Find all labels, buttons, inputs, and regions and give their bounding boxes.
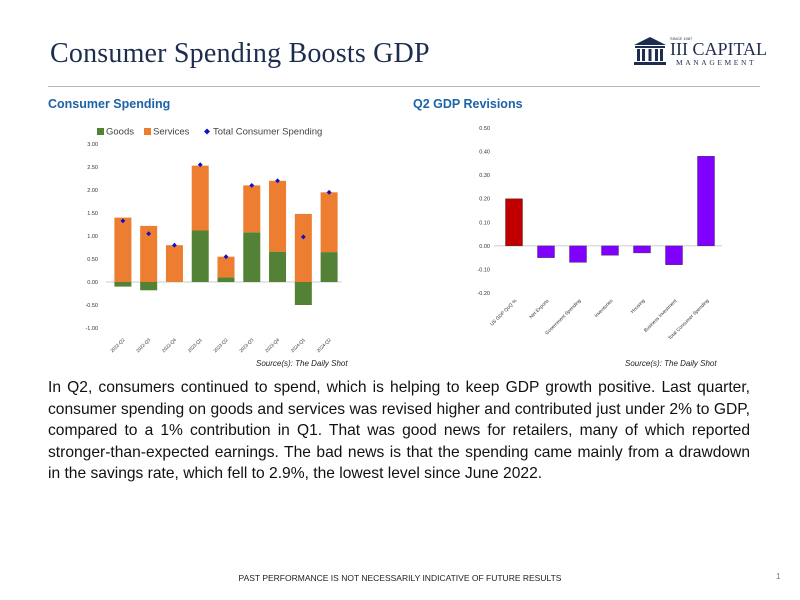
legend-label: Services <box>153 127 190 138</box>
y-tick-label: -0.20 <box>477 291 490 297</box>
revision-bar <box>665 245 683 265</box>
y-tick-label: 0.50 <box>479 126 490 132</box>
services-bar <box>191 165 209 231</box>
total-spending-marker <box>300 234 306 240</box>
building-columns-icon <box>634 37 666 65</box>
services-bar <box>114 217 132 282</box>
revision-bar <box>697 156 715 247</box>
y-tick-label: -0.50 <box>85 303 98 309</box>
right-chart-heading: Q2 GDP Revisions <box>413 97 523 111</box>
services-bar <box>294 213 312 282</box>
legend-label: Goods <box>106 127 134 138</box>
left-chart-heading: Consumer Spending <box>48 97 171 111</box>
x-tick-label: 2023-Q4 <box>264 337 280 353</box>
total-spending-marker <box>223 254 229 260</box>
services-bar <box>243 185 261 233</box>
x-tick-label: 2023-Q2 <box>213 337 229 353</box>
y-tick-label: -1.00 <box>85 326 98 332</box>
consumer-spending-chart: 3.00 2.50 2.00 1.50 1.00 0.50 0.00 -0.50 -1.00 20… <box>85 127 342 353</box>
logo-since: SINCE 1987 <box>670 36 693 41</box>
y-tick-label: 3.00 <box>87 142 98 148</box>
y-tick-label: 2.00 <box>87 188 98 194</box>
revision-bar <box>633 245 651 254</box>
right-chart-source: Source(s): The Daily Shot <box>625 359 717 368</box>
goods-bar <box>114 282 132 287</box>
legend-swatch <box>144 128 151 135</box>
revision-bar <box>505 198 523 247</box>
legend-swatch <box>204 128 210 135</box>
x-tick-label: Inventories <box>594 298 615 319</box>
y-tick-label: 0.00 <box>87 280 98 286</box>
y-tick-label: 0.20 <box>479 197 490 203</box>
goods-bar <box>243 232 261 282</box>
x-tick-label: 2022-Q2 <box>109 337 125 353</box>
total-spending-marker <box>249 183 255 188</box>
revision-bar <box>537 245 555 258</box>
y-tick-label: 0.40 <box>479 150 490 156</box>
left-chart-source: Source(s): The Daily Shot <box>256 359 348 368</box>
total-spending-marker <box>326 189 332 195</box>
goods-bar <box>191 230 209 282</box>
x-tick-label: US GDP QoQ % <box>489 298 519 328</box>
services-bar <box>269 180 287 252</box>
x-tick-label: Government Spending <box>544 298 582 336</box>
total-spending-marker <box>172 242 177 248</box>
services-bar <box>140 225 158 282</box>
goods-bar <box>269 251 287 282</box>
total-spending-marker <box>146 231 152 237</box>
revision-bar <box>601 245 619 256</box>
page-title: Consumer Spending Boosts GDP <box>50 38 430 69</box>
y-tick-label: 0.00 <box>479 244 490 250</box>
y-tick-label: 1.50 <box>87 211 98 217</box>
y-tick-label: 2.50 <box>87 165 98 171</box>
body-paragraph: In Q2, consumers continued to spend, whi… <box>48 379 750 482</box>
logo-subtitle: MANAGEMENT <box>676 58 757 67</box>
goods-bar <box>217 277 235 282</box>
revision-bar <box>569 245 587 263</box>
goods-bar <box>140 282 158 291</box>
y-tick-label: 0.30 <box>479 173 490 179</box>
total-spending-marker <box>120 218 126 224</box>
x-tick-label: 2022-Q3 <box>135 337 151 353</box>
title-divider <box>48 86 760 87</box>
page-number: 1 <box>776 572 781 581</box>
services-bar <box>217 256 235 278</box>
disclaimer-footer: PAST PERFORMANCE IS NOT NECESSARILY INDI… <box>238 573 562 583</box>
legend-swatch <box>97 128 104 135</box>
y-tick-label: 1.00 <box>87 234 98 240</box>
goods-bar <box>294 282 312 305</box>
services-bar <box>165 245 183 282</box>
goods-bar <box>320 252 338 282</box>
x-tick-label: Net Exports <box>528 298 550 320</box>
y-tick-label: 0.50 <box>87 257 98 263</box>
x-tick-label: Housing <box>630 298 647 315</box>
x-tick-label: 2023-Q1 <box>187 337 203 353</box>
x-tick-label: 2023-Q3 <box>238 337 254 353</box>
legend-label: Total Consumer Spending <box>213 127 322 138</box>
services-bar <box>320 192 338 253</box>
company-logo: SINCE 1987 III CAPITAL MANAGEMENT <box>632 36 767 70</box>
y-tick-label: -0.10 <box>477 267 490 273</box>
y-tick-label: 0.10 <box>479 220 490 226</box>
logo-name: III CAPITAL <box>670 39 768 59</box>
x-tick-label: 2024-Q1 <box>290 337 306 353</box>
x-tick-label: Business Investment <box>643 298 679 334</box>
x-tick-label: 2024-Q2 <box>316 337 332 353</box>
x-tick-label: 2022-Q4 <box>161 337 177 353</box>
